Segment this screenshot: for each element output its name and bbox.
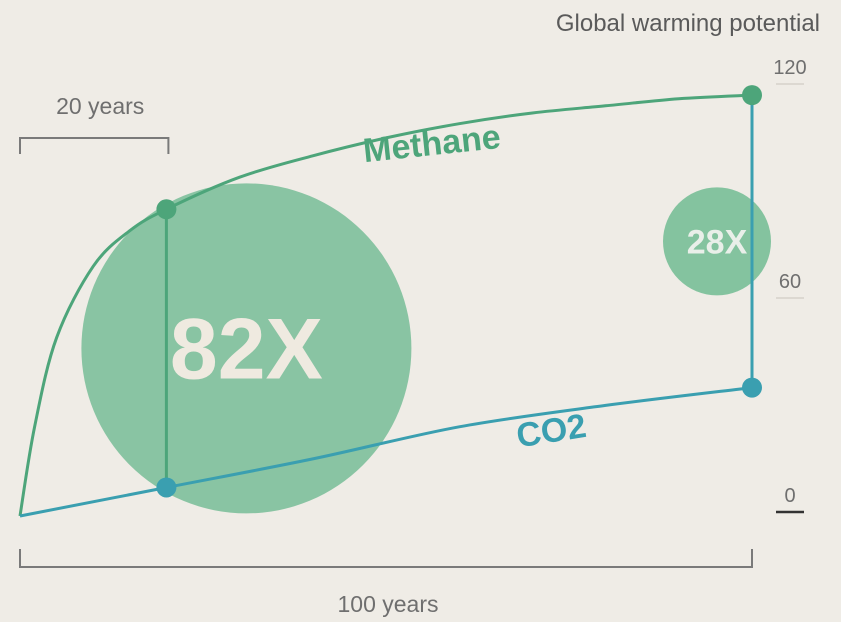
marker-methane-100-years	[742, 85, 762, 106]
marker-co2-100-years	[742, 377, 762, 398]
bracket-100-years	[19, 549, 753, 568]
ratio-label-82x: 82X	[170, 301, 323, 397]
ratio-bubbles	[81, 183, 771, 514]
marker-co2-20-years	[156, 477, 177, 498]
y-axis-ticks: 0 60 120	[773, 57, 807, 514]
series-labels: Methane CO2	[361, 118, 589, 455]
bracket-label-20-years: 20 years	[56, 93, 144, 119]
marker-methane-20-years	[156, 199, 177, 220]
ratio-bubble-82x	[81, 183, 412, 514]
ratio-label-28x: 28X	[687, 223, 748, 261]
bracket-20-years	[19, 137, 170, 154]
bracket-label-100-years: 100 years	[337, 591, 438, 617]
time-brackets: 20 years 100 years	[19, 93, 753, 617]
comparison-lines	[164, 95, 754, 488]
series-label-methane: Methane	[361, 118, 502, 170]
series-lines	[18, 93, 753, 518]
tick-label-60: 60	[779, 271, 801, 293]
ratio-labels: 82X 28X	[170, 223, 748, 397]
series-label-co2: CO2	[514, 407, 589, 455]
series-line-co2	[19, 386, 753, 518]
series-markers	[156, 85, 762, 498]
tick-label-0: 0	[784, 485, 795, 507]
series-line-methane	[18, 93, 753, 517]
ratio-bubble-28x	[663, 187, 771, 296]
y-axis-title: Global warming potential	[556, 10, 820, 37]
tick-label-120: 120	[773, 57, 806, 79]
